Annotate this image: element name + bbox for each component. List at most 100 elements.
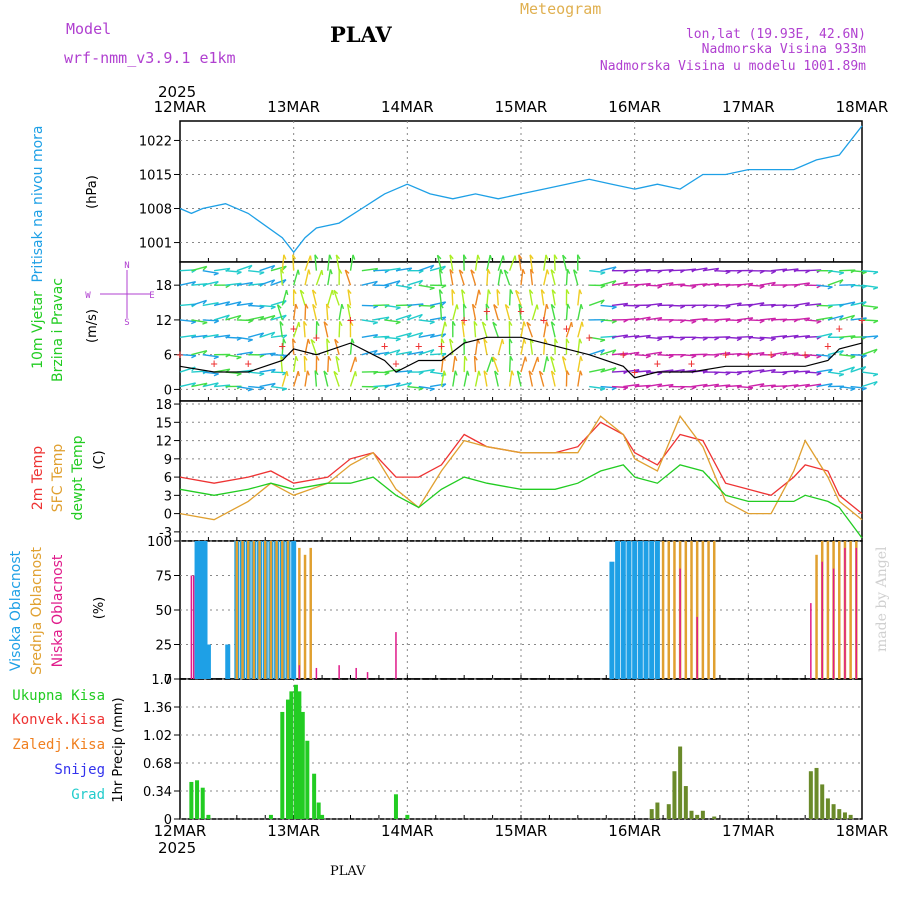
precip-bar [285,699,290,819]
wind-arrow [850,353,867,357]
wind-arrow-head [314,254,319,260]
cloud-bar [849,541,852,679]
wind-arrow-head [600,284,606,289]
wind-arrow [805,383,822,388]
wind-arrow [270,265,287,272]
date-label-bottom: 14MAR [381,822,434,840]
wind-arrow [759,336,776,340]
pressure-line [179,125,863,254]
wind-arrow-head [577,254,581,260]
wind-arrow [259,314,276,321]
wind-arrow-head [839,315,844,320]
wind-arrow-head [838,272,845,276]
wind-arrow-head [500,269,504,275]
wind-arrow [691,283,708,286]
footer-station: PLAV [330,864,366,879]
cloud-bar [649,541,655,679]
wind-arrow [770,268,788,272]
wind-arrow-head [679,337,686,341]
wind-arrow [292,254,295,271]
precip-bar [405,814,410,819]
wind-arrow [497,255,504,271]
panel-frame [179,678,863,820]
precip-ylabel: 1hr Precip (mm) [111,697,126,802]
y-tick-label: -3 [159,526,172,541]
wind-arrow-head [292,254,297,260]
cloud-bar [252,541,256,679]
wind-arrow-head [850,314,856,320]
precip-bar [293,684,298,819]
wind-arrow [202,301,219,307]
cloud-bar [291,541,297,679]
wind-arrow [463,356,466,373]
wind-arrow [361,280,378,286]
date-label-bottom: 16MAR [608,822,661,840]
wind-arrow [714,304,731,307]
cloud-bar [667,541,671,679]
wind-arrow [429,265,446,272]
wind-arrow [202,333,219,338]
wind-arrow-head [418,371,424,376]
wind-arrow-head [395,306,401,311]
cloud-bar [205,644,211,679]
wind-arrow-head [441,383,447,388]
wind-arrow [202,269,219,275]
wind-arrow-head [202,350,208,355]
y-tick-label: 0 [164,508,172,523]
gust-marker: + [688,356,695,370]
wind-arrow-head [611,320,617,324]
wind-arrow-head [487,268,491,275]
wind-arrow [827,371,844,376]
wind-arrow-head [281,388,288,392]
wind-arrow [839,335,856,338]
wind-arrow-head [861,366,867,371]
wind-arrow [748,369,765,373]
wind-arrow-head [298,322,301,328]
wind-arrow-head [456,304,459,310]
wind-arrow [452,356,456,373]
wind-arrow-head [645,355,651,359]
wind-arrow-head [418,279,424,285]
wind-arrow-head [312,289,317,295]
wind-arrow-head [339,320,343,327]
wind-arrow [782,370,799,373]
wind-arrow-head [294,303,299,309]
wind-arrow [407,331,423,338]
wind-arrow [531,356,539,373]
precip-bar [678,746,683,819]
gust-marker: + [415,339,422,353]
wind-arrow [438,289,443,306]
cloud-bar [395,632,397,679]
wind-arrow [529,254,534,271]
cloud-bar [281,541,284,679]
wind-arrow [270,371,287,374]
wind-arrow [805,303,822,307]
wind-arrow-head [523,338,527,344]
wind-arrow [691,317,708,321]
wind-arrow [793,334,810,338]
cloud-bar [661,541,665,679]
wind-arrow [439,303,443,320]
wind-arrow [259,304,276,308]
wind-arrow [407,350,424,356]
wind-arrow-head [418,387,424,391]
wind-arrow [573,269,579,286]
cloud-bar [855,547,858,679]
cloud-unit: (%) [92,597,107,620]
wind-arrow-head [259,354,265,358]
wind-arrow-head [464,355,468,361]
wind-arrow-head [458,269,464,274]
cloud-bar [832,568,835,679]
wind-arrow [225,353,242,358]
wind-arrow-head [373,280,378,286]
wind-arrow-head [191,354,197,359]
date-label-top: 12MAR [154,98,207,116]
wind-arrow [714,318,731,321]
gust-marker: + [483,304,490,318]
wind-arrow [338,304,343,321]
wind-arrow [816,383,833,388]
wind-arrow [191,370,208,373]
wind-arrow-head [354,356,358,362]
wind-arrow [280,269,283,286]
wind-arrow [483,338,488,355]
